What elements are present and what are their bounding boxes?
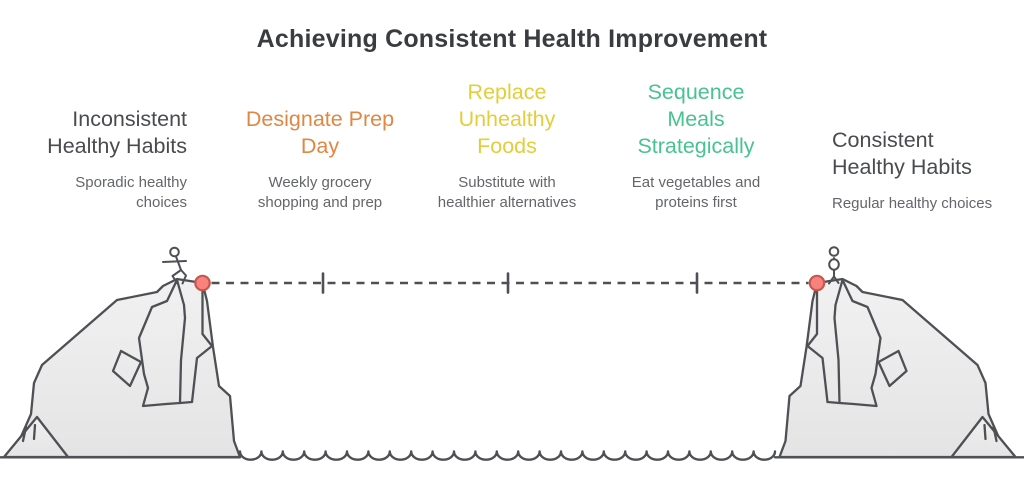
stage-description: Sporadic healthy choices	[75, 174, 187, 211]
left-anchor-dot	[194, 274, 211, 292]
water-waves	[238, 450, 777, 461]
walking-stick-figure-icon	[162, 246, 187, 285]
stage-heading: Replace Unhealthy Foods	[458, 80, 556, 158]
stage-description: Weekly grocery shopping and prep	[257, 174, 383, 211]
stage-heading: Consistent Healthy Habits	[832, 128, 972, 179]
stage-designate-prep-day: Designate Prep Day Weekly grocery shoppi…	[235, 106, 405, 213]
stage-description: Eat vegetables and proteins first	[631, 174, 761, 211]
stage-sequence-meals: Sequence Meals Strategically Eat vegetab…	[611, 79, 781, 213]
stage-description: Substitute with healthier alternatives	[437, 174, 577, 211]
dashed-rope-line	[211, 272, 809, 294]
stage-consistent-habits: Consistent Healthy Habits Regular health…	[832, 127, 1017, 214]
stage-heading: Inconsistent Healthy Habits	[47, 107, 187, 158]
page-title: Achieving Consistent Health Improvement	[256, 25, 768, 53]
right-cliff	[778, 277, 1017, 459]
standing-stick-figure-icon	[828, 246, 840, 285]
cliff-crossing-illustration	[0, 246, 1024, 461]
right-anchor-dot	[808, 274, 826, 292]
stage-heading: Designate Prep Day	[245, 107, 395, 158]
stage-replace-unhealthy-foods: Replace Unhealthy Foods Substitute with …	[422, 79, 592, 213]
left-cliff	[2, 277, 242, 459]
stage-description: Regular healthy choices	[832, 195, 993, 212]
stage-inconsistent-habits: Inconsistent Healthy Habits Sporadic hea…	[17, 106, 187, 213]
stage-heading: Sequence Meals Strategically	[637, 80, 755, 158]
